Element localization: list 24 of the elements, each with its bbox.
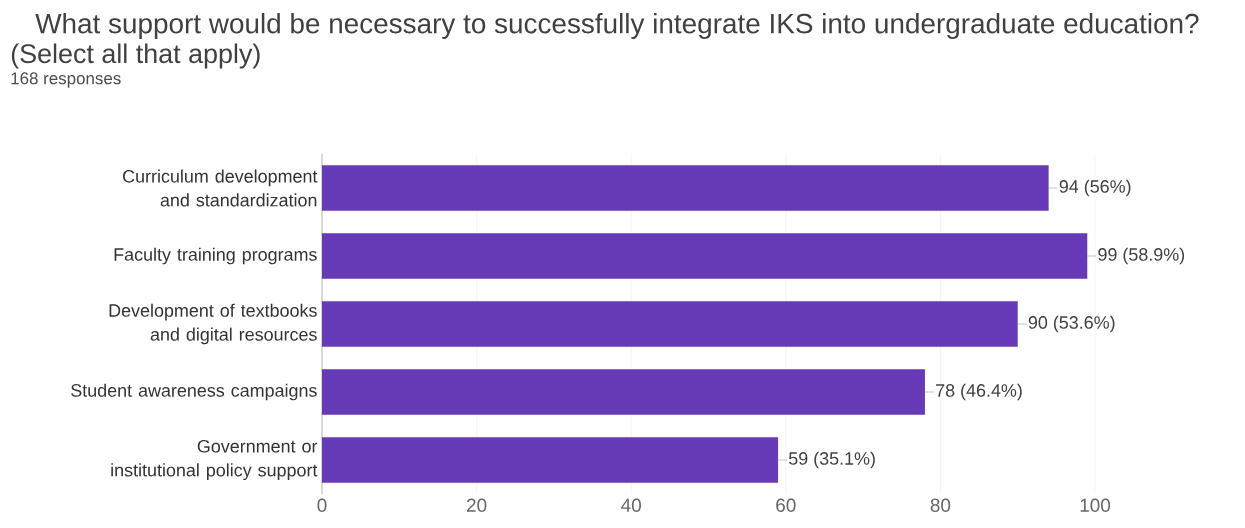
data-label: 90 (53.6%) [1028, 315, 1115, 333]
text: 168 responses [11, 72, 121, 88]
x-tick-label: 0 [317, 498, 327, 512]
data-label: 59 (35.1%) [788, 451, 875, 469]
y-tick-label: Student awareness campaigns [71, 383, 317, 401]
bar [322, 369, 925, 415]
bar [322, 233, 1088, 279]
x-tick-label: 60 [776, 498, 796, 512]
y-tick-label: Development of textbooks and digital resources [109, 303, 317, 345]
y-tick-label: Faculty training programs [114, 247, 317, 265]
x-tick-label: 40 [621, 498, 641, 512]
x-tick-label: 100 [1080, 498, 1111, 512]
bar [322, 165, 1049, 211]
bar [322, 301, 1018, 347]
x-tick-label: 80 [930, 498, 951, 512]
y-tick-label: Curriculum development and standardization [123, 169, 318, 207]
chart-subtitle: (Select all that apply) [11, 43, 260, 69]
bar [322, 437, 779, 483]
x-tick-label: 20 [467, 498, 487, 512]
chart-title: What support would be necessary to successfully integrate IKS into undergraduate education? [35, 13, 1199, 39]
data-label: 78 (46.4%) [936, 383, 1022, 401]
data-label: 99 (58.9%) [1098, 247, 1185, 265]
data-label: 94 (56%) [1059, 179, 1131, 197]
y-tick-label: Government or institutional policy support [111, 439, 318, 481]
